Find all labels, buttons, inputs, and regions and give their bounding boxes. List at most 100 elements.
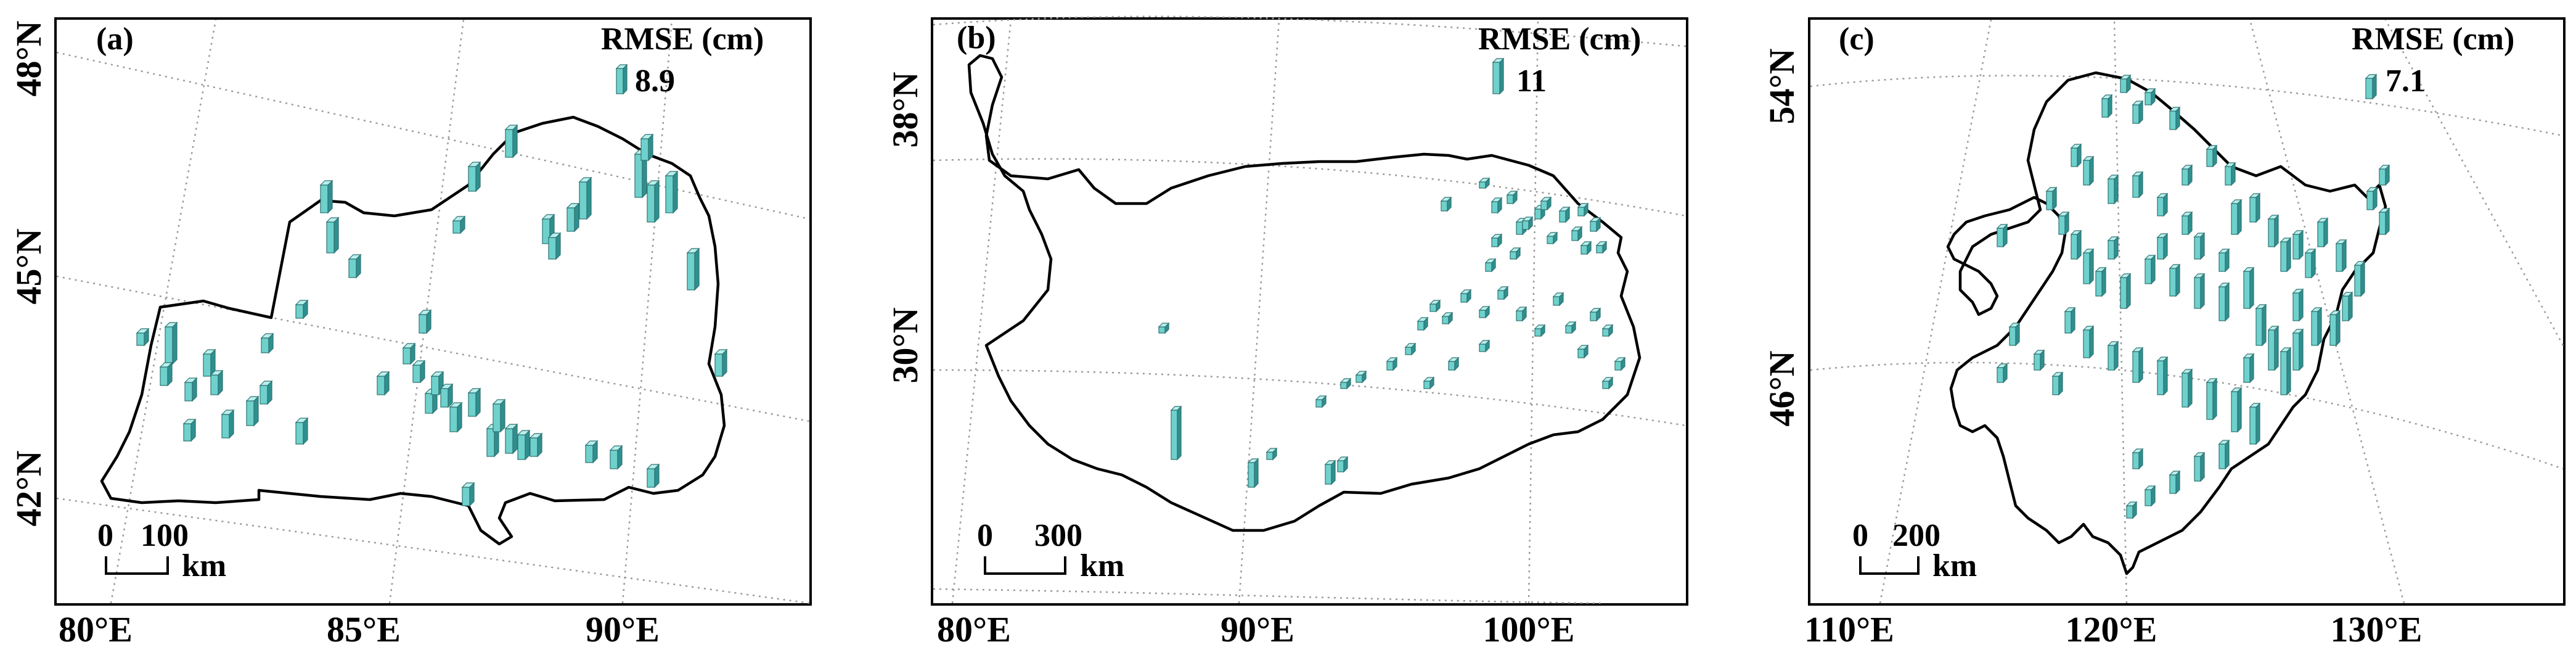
rmse-bars-c [1996,74,2390,519]
rmse-bar [2070,143,2082,168]
lat-ticks-b: 38°N 30°N [885,72,925,383]
rmse-bar [2243,353,2255,384]
rmse-bar [440,383,454,408]
rmse-bar [1441,311,1454,325]
panel-label-a: (a) [96,22,134,57]
rmse-bar [2107,236,2119,260]
rmse-bar [1580,241,1592,255]
rmse-bar [2267,325,2280,371]
rmse-bar [1552,292,1564,307]
lon-ticks-b: 80°E 90°E 100°E [937,609,1574,649]
rmse-bar [1490,197,1503,214]
lon-tick-c-120: 120°E [2066,609,2157,649]
rmse-bar [1509,247,1521,260]
rmse-bar [2156,192,2169,217]
rmse-bar [2132,347,2144,384]
graticule-line [933,15,1687,47]
rmse-bar [2341,291,2353,322]
rmse-bar [1595,241,1608,254]
rmse-bar [1589,216,1601,233]
lon-tick-b-80: 80°E [937,609,1011,649]
panel-c: (c) RMSE (cm) 7.1 0 200 km 54°N 46°N 110… [1762,17,2566,649]
rmse-bar [2132,171,2144,199]
lat-tick-b-38: 38°N [885,72,925,147]
rmse-bar [1170,405,1182,461]
rmse-bar [402,342,416,365]
rmse-bar [1515,306,1527,322]
rmse-bar [2255,303,2267,347]
panel-label-b: (b) [957,20,996,56]
lon-tick-a-80: 80°E [59,609,133,649]
rmse-bar [2082,155,2095,186]
lat-tick-a-42: 42°N [9,450,49,526]
rmse-bar [1589,307,1601,322]
rmse-bar [2378,207,2390,236]
rmse-bar [259,380,273,405]
rmse-bar [2280,347,2292,396]
rmse-bar [1339,377,1352,390]
rmse-bar [184,377,198,402]
rmse-bar [1423,376,1435,390]
rmse-bar [2353,260,2366,297]
rmse-bar [1266,447,1278,461]
rmse-bar [2144,254,2156,285]
panel-b-frame [931,17,1688,606]
rmse-bar [646,463,660,488]
rmse-bar [159,361,173,387]
rmse-bar [2316,217,2329,248]
scale-bar-b: 0 300 km [977,518,1124,583]
legend-bar-a [615,64,628,95]
rmse-bar [2206,144,2218,168]
rmse-bar [210,369,224,396]
rmse-bar [2070,229,2082,260]
rmse-bar [1355,370,1367,384]
legend-title-a: RMSE (cm) [601,22,764,57]
rmse-bar [1564,321,1577,334]
graticule-line [2384,19,2564,346]
rmse-bar [1478,339,1490,353]
lon-tick-a-90: 90°E [586,609,660,649]
rmse-bar [2193,232,2206,260]
rmse-bar [2243,266,2255,310]
lon-tick-c-130: 130°E [2331,609,2423,649]
graticule-line [56,51,810,220]
rmse-bar [1577,202,1589,217]
rmse-bar [1571,226,1583,242]
graticule-line [933,588,1603,604]
rmse-bar [1540,196,1552,211]
lon-ticks-a: 80°E 85°E 90°E [59,609,660,649]
rmse-bar [2335,239,2347,273]
lat-tick-b-30: 30°N [885,307,925,383]
rmse-bar [2310,307,2323,347]
rmse-bar [2365,73,2378,100]
rmse-bar [1158,322,1170,334]
rmse-bar [2169,263,2181,297]
rmse-bar [492,398,506,433]
legend-value-c: 7.1 [2386,64,2426,99]
panel-b-legend: (b) RMSE (cm) 11 [957,20,1641,99]
lat-tick-a-48: 48°N [9,20,49,96]
rmse-bar [1497,286,1509,300]
rmse-bar [664,170,679,214]
rmse-bar [615,64,628,95]
scale-bar-c: 0 200 km [1852,518,1977,583]
rmse-bar [1447,356,1460,371]
scale-line-b [984,556,1066,575]
rmse-bar [1336,456,1349,473]
rmse-bar [517,429,531,461]
rmse-bar [2218,439,2230,470]
rmse-bar [1506,190,1518,205]
rmse-bar [1558,206,1571,223]
panel-b: (b) RMSE (cm) 11 0 300 km 38°N 30°N 80°E… [885,15,1688,649]
scale-line-a [105,556,169,575]
rmse-bar [1247,458,1259,488]
rmse-bar [2280,237,2292,273]
scale-value-b: 300 [1034,518,1082,553]
rmse-bar [2119,273,2132,310]
lon-ticks-c: 110°E 120°E 130°E [1804,609,2422,649]
scale-value-c: 200 [1892,518,1940,553]
panel-a-frame [54,17,812,606]
lon-tick-b-90: 90°E [1221,609,1294,649]
scale-unit-c: km [1932,548,1977,583]
